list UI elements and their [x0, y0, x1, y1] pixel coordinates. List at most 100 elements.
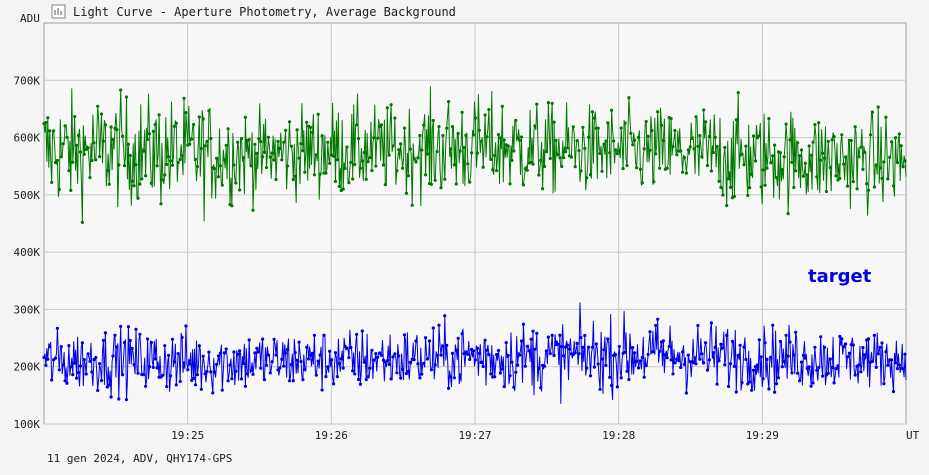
data-point	[849, 138, 853, 143]
data-point	[510, 158, 514, 162]
data-point	[876, 105, 880, 109]
data-point	[705, 163, 710, 168]
data-point	[485, 135, 489, 139]
data-point	[786, 354, 790, 358]
data-point	[899, 144, 903, 148]
data-point	[439, 353, 443, 357]
data-point	[508, 374, 512, 378]
data-point	[694, 115, 698, 119]
data-point	[134, 327, 138, 331]
data-point	[872, 333, 877, 337]
data-point	[222, 158, 226, 162]
data-point	[801, 174, 806, 178]
data-point	[590, 110, 595, 114]
data-point	[215, 362, 219, 366]
data-point	[387, 153, 391, 157]
data-point	[284, 351, 288, 355]
data-point	[496, 348, 501, 353]
data-point	[658, 166, 662, 170]
data-point	[523, 364, 527, 368]
data-point	[445, 343, 449, 347]
data-point	[556, 152, 560, 157]
data-point	[694, 362, 698, 366]
data-point	[636, 366, 641, 370]
data-point	[466, 162, 470, 166]
data-point	[598, 387, 602, 391]
data-point	[401, 166, 405, 170]
data-point	[167, 353, 171, 357]
data-point	[458, 149, 462, 153]
data-point	[698, 357, 702, 361]
data-point	[809, 153, 813, 157]
data-point	[840, 133, 844, 137]
data-point	[472, 349, 476, 353]
data-point	[170, 337, 175, 341]
data-point	[621, 167, 625, 171]
data-point	[142, 373, 146, 377]
data-point	[755, 363, 760, 367]
data-point	[748, 186, 752, 190]
data-point	[368, 156, 372, 160]
data-point	[136, 371, 140, 375]
data-point	[506, 144, 510, 148]
data-point	[213, 370, 217, 374]
data-point	[90, 370, 94, 374]
data-point	[811, 140, 815, 144]
data-point	[71, 373, 75, 377]
data-point	[44, 363, 48, 367]
data-point	[176, 352, 180, 356]
data-point	[88, 359, 92, 363]
data-point	[301, 149, 305, 153]
data-point	[180, 335, 184, 339]
data-point	[155, 164, 159, 168]
data-point	[144, 384, 148, 388]
data-point	[121, 373, 125, 377]
data-point	[585, 366, 589, 370]
data-point	[516, 363, 520, 367]
data-point	[711, 351, 715, 355]
data-point	[50, 180, 54, 184]
data-point	[159, 202, 163, 206]
data-point	[195, 373, 199, 377]
data-point	[700, 155, 704, 159]
data-point	[619, 376, 623, 380]
data-point	[542, 364, 547, 368]
data-point	[822, 156, 827, 160]
data-point	[236, 140, 240, 144]
data-point	[847, 351, 852, 355]
data-point	[872, 185, 877, 189]
data-point	[422, 123, 426, 127]
data-point	[199, 147, 203, 151]
data-point	[391, 355, 395, 359]
data-point	[753, 159, 758, 163]
data-point	[172, 124, 176, 128]
data-point	[830, 138, 834, 142]
data-point	[656, 317, 660, 321]
data-point	[82, 358, 86, 362]
data-point	[437, 125, 441, 129]
data-point	[661, 139, 666, 143]
data-point	[558, 333, 562, 337]
data-point	[50, 378, 54, 382]
data-point	[121, 134, 125, 138]
data-point	[287, 379, 292, 383]
data-point	[615, 152, 620, 156]
data-point	[199, 387, 203, 391]
data-point	[732, 364, 737, 368]
data-point	[583, 146, 587, 150]
data-point	[385, 359, 389, 363]
data-point	[184, 324, 188, 328]
data-point	[103, 123, 107, 127]
data-point	[788, 138, 792, 142]
data-point	[736, 91, 740, 95]
data-point	[205, 369, 209, 374]
chart-title-icon[interactable]	[51, 4, 66, 19]
data-point	[546, 335, 551, 339]
data-point	[53, 356, 58, 360]
data-point	[128, 153, 132, 158]
data-point	[751, 368, 756, 372]
data-point	[151, 129, 155, 133]
data-point	[395, 371, 399, 375]
data-point	[222, 351, 226, 355]
data-point	[138, 182, 142, 186]
